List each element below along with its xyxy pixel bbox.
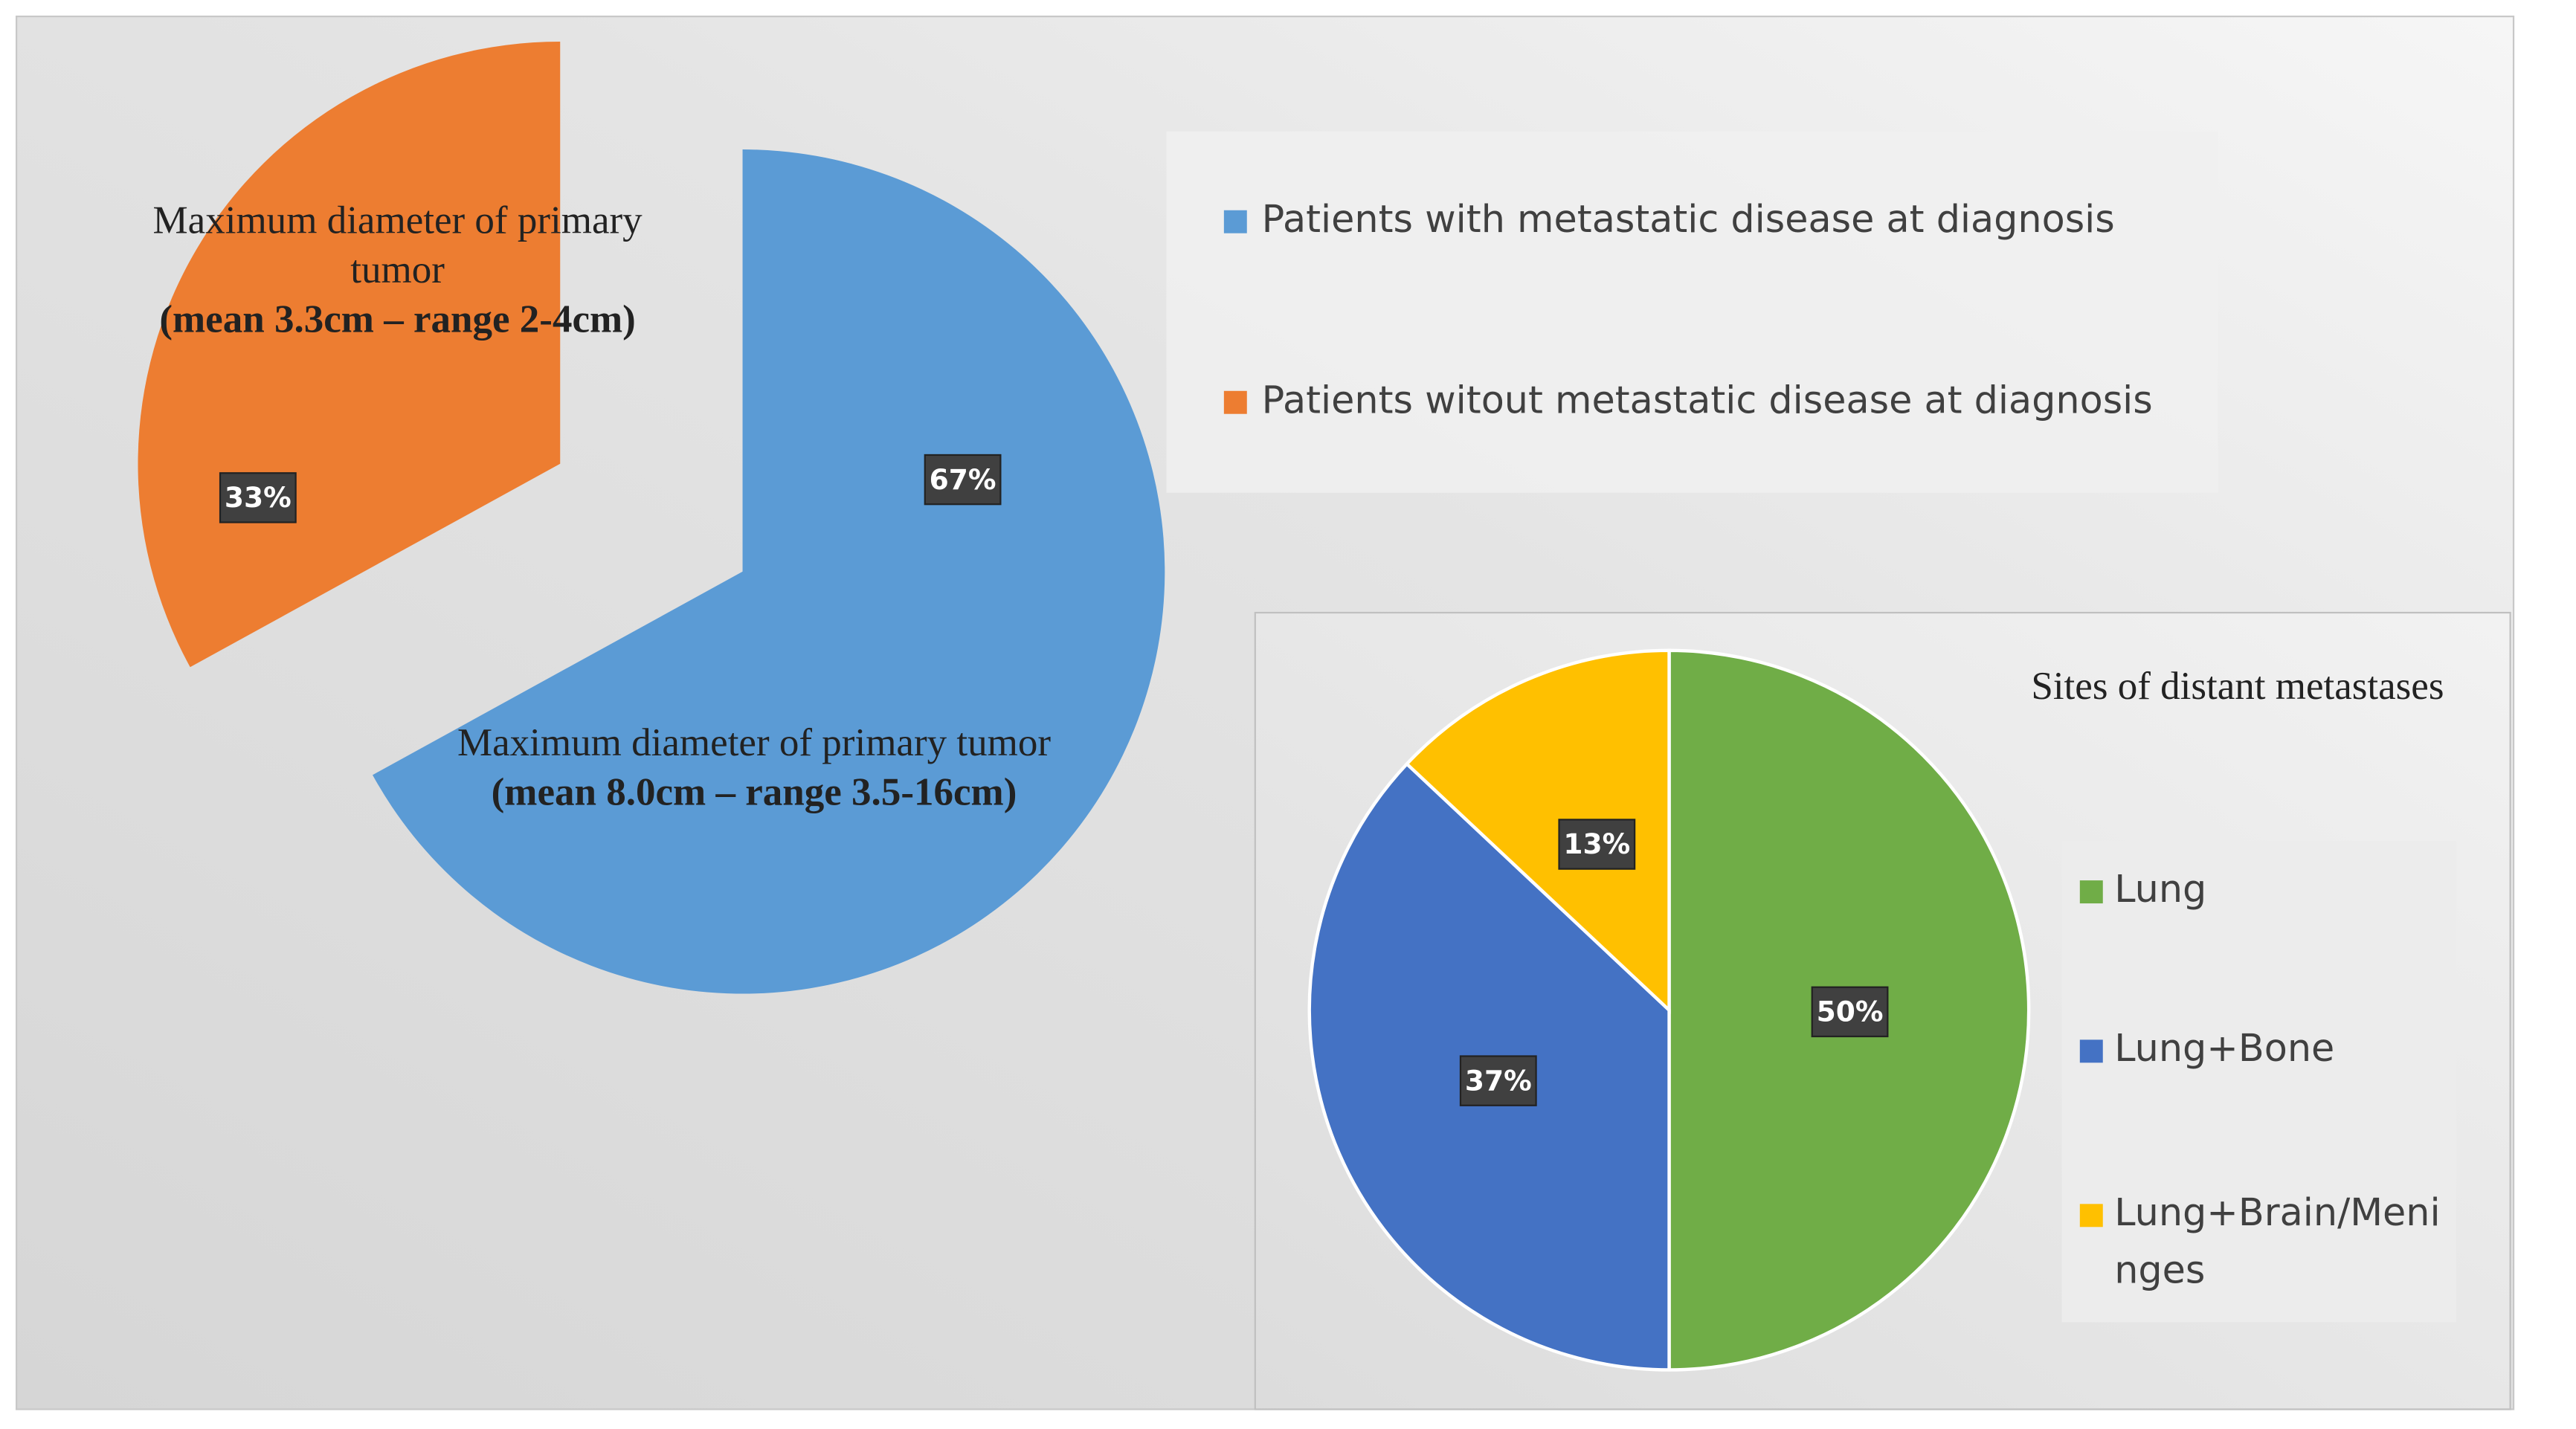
legend-text: Lung+Bone bbox=[2114, 1028, 2335, 1071]
annotation: Maximum diameter of primary tumor (mean 3… bbox=[151, 197, 644, 345]
label-box bbox=[219, 472, 297, 523]
legend-label: Lung bbox=[2114, 868, 2207, 912]
label-box bbox=[1459, 1055, 1537, 1106]
legend-label: Patients with metastatic disease at diag… bbox=[1262, 197, 2115, 241]
legend-swatch bbox=[2079, 880, 2103, 904]
data-label: 13% bbox=[1563, 828, 1630, 860]
legend-text: Lung bbox=[2114, 868, 2207, 912]
slice-annotation: Maximum diameter of primary tumor (mean 8… bbox=[450, 720, 1057, 819]
data-label: 50% bbox=[1817, 996, 1884, 1028]
data-label: 67% bbox=[930, 463, 996, 496]
data-label: 37% bbox=[1465, 1064, 1532, 1097]
annotation: Maximum diameter of primary tumor (mean 8… bbox=[450, 720, 1057, 819]
slice-annotation: Maximum diameter of primary tumor (mean 3… bbox=[151, 197, 644, 345]
legend-label: Patients witout metastatic disease at di… bbox=[1262, 378, 2153, 422]
legend-swatch bbox=[2079, 1204, 2103, 1228]
legend-box bbox=[2061, 841, 2456, 1323]
label-box bbox=[924, 454, 1002, 506]
legend-swatch bbox=[2079, 1039, 2103, 1063]
label-box bbox=[1811, 986, 1889, 1038]
chart-title: Sites of distant metastases bbox=[2031, 665, 2444, 708]
legend-box bbox=[1166, 131, 2218, 493]
pie-slice bbox=[1404, 648, 1671, 1014]
annotation-title: Maximum diameter of primary tumor bbox=[457, 723, 1052, 766]
annotation-detail: (mean 8.0cm – range 3.5-16cm) bbox=[491, 772, 1017, 815]
legend-swatch bbox=[1223, 390, 1247, 414]
legend-label: Lung+Brain/Meninges bbox=[2114, 1192, 2441, 1293]
annotation-title: Maximum diameter of primary tumor bbox=[152, 200, 643, 293]
data-label: 33% bbox=[225, 481, 292, 514]
annotation-detail: (mean 3.3cm – range 2-4cm) bbox=[159, 299, 636, 342]
pie-slice bbox=[373, 149, 1165, 994]
legend-text: Lung+Brain/Meninges bbox=[2114, 1192, 2441, 1293]
legend-label: Lung+Bone bbox=[2114, 1028, 2335, 1071]
legend-swatch bbox=[1223, 210, 1247, 233]
label-box bbox=[1558, 819, 1636, 870]
